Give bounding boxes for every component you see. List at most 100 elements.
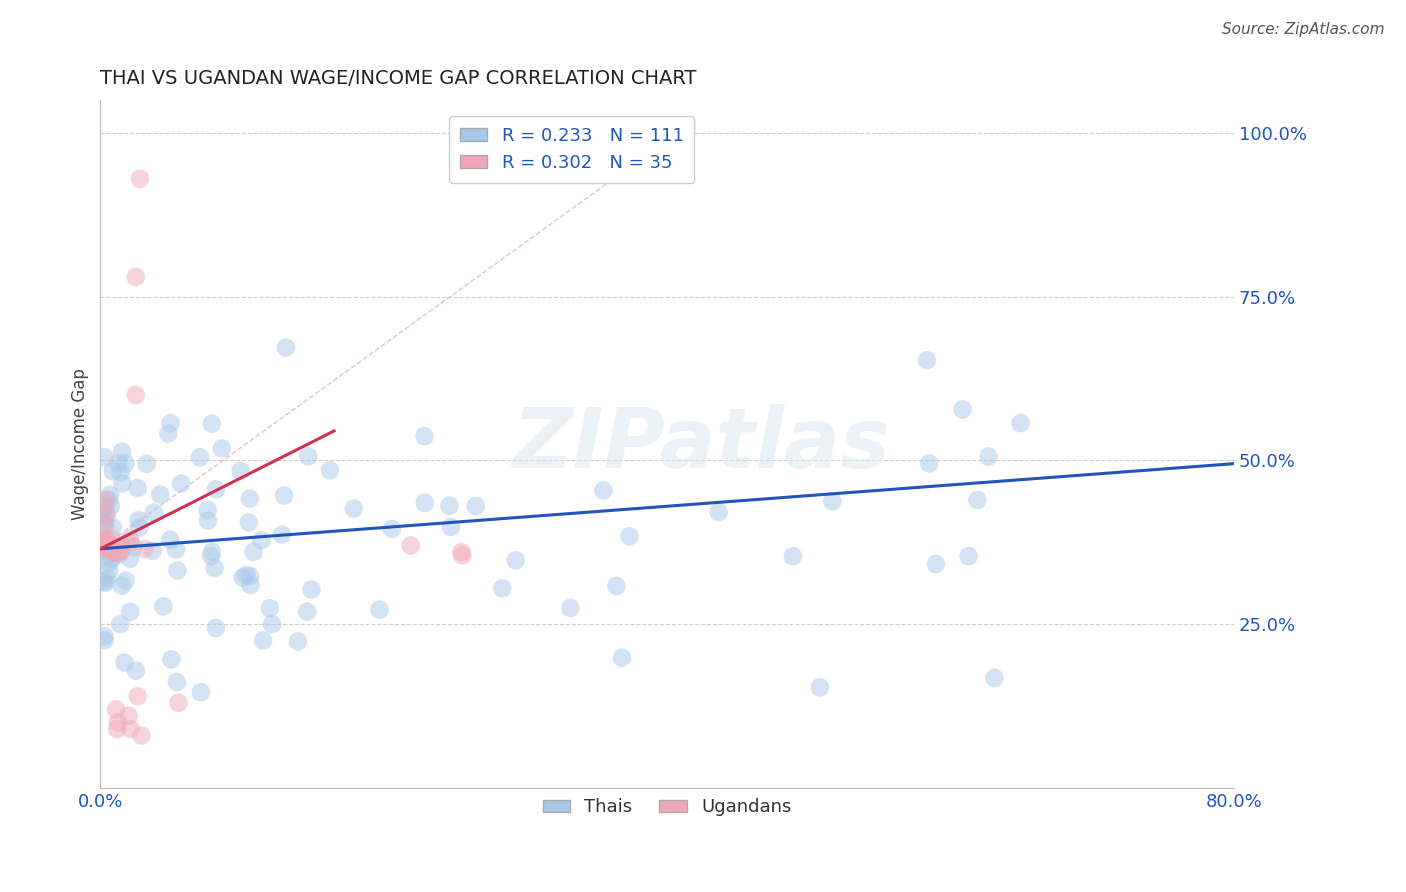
Text: Source: ZipAtlas.com: Source: ZipAtlas.com (1222, 22, 1385, 37)
Point (110, 539, 132, 553)
Point (105, 722, 128, 736)
Point (98, 488, 121, 502)
Point (201, 417, 224, 431)
Point (118, 551, 141, 566)
Point (96, 506, 118, 520)
Point (96, 572, 118, 586)
Point (160, 652, 183, 666)
Point (915, 353, 938, 368)
Point (114, 574, 136, 588)
Point (98, 556, 121, 570)
Point (159, 416, 181, 430)
Point (93, 541, 115, 556)
Point (260, 617, 283, 632)
Point (96, 539, 118, 553)
Legend: Thais, Ugandans: Thais, Ugandans (536, 791, 799, 823)
Point (103, 545, 125, 559)
Point (125, 388, 148, 402)
Point (128, 513, 150, 527)
Point (925, 557, 948, 571)
Point (93, 539, 115, 553)
Point (190, 685, 212, 699)
Point (93, 633, 115, 648)
Point (128, 520, 150, 534)
Point (101, 464, 124, 478)
Point (952, 402, 974, 417)
Point (122, 540, 145, 554)
Point (605, 579, 627, 593)
Point (107, 548, 129, 562)
Point (287, 634, 309, 648)
Point (107, 456, 129, 470)
Point (111, 579, 134, 593)
Point (96, 508, 118, 523)
Point (238, 516, 260, 530)
Point (110, 545, 132, 559)
Point (125, 664, 148, 678)
Point (131, 729, 153, 743)
Point (235, 568, 257, 582)
Point (98, 540, 121, 554)
Point (93, 516, 115, 531)
Point (439, 499, 461, 513)
Point (104, 702, 127, 716)
Point (239, 578, 262, 592)
Point (142, 506, 165, 520)
Point (201, 545, 224, 559)
Point (134, 541, 156, 556)
Point (96, 532, 118, 546)
Point (93, 539, 115, 553)
Point (142, 543, 165, 558)
Point (368, 603, 391, 617)
Point (450, 545, 472, 559)
Point (101, 545, 124, 559)
Point (592, 483, 614, 498)
Point (451, 549, 474, 563)
Point (413, 429, 436, 443)
Point (343, 501, 366, 516)
Point (301, 582, 323, 597)
Text: ZIPatlas: ZIPatlas (512, 403, 890, 484)
Point (93, 537, 115, 551)
Point (149, 487, 172, 501)
Text: THAI VS UGANDAN WAGE/INCOME GAP CORRELATION CHART: THAI VS UGANDAN WAGE/INCOME GAP CORRELAT… (100, 69, 697, 87)
Point (125, 270, 148, 285)
Point (381, 522, 404, 536)
Point (197, 514, 219, 528)
Point (166, 675, 188, 690)
Point (135, 457, 157, 471)
Point (707, 505, 730, 519)
Point (93, 630, 115, 644)
Point (120, 722, 142, 736)
Point (197, 503, 219, 517)
Point (821, 494, 844, 508)
Point (100, 552, 122, 566)
Point (205, 483, 228, 497)
Point (120, 605, 142, 619)
Point (232, 571, 254, 585)
Point (252, 633, 274, 648)
Point (120, 532, 142, 546)
Point (159, 533, 181, 547)
Point (273, 488, 295, 502)
Point (93, 513, 115, 527)
Point (97, 492, 120, 507)
Point (505, 553, 527, 567)
Point (127, 481, 149, 495)
Point (110, 465, 132, 479)
Point (93, 535, 115, 549)
Point (918, 456, 941, 470)
Point (297, 450, 319, 464)
Point (118, 535, 141, 549)
Point (464, 499, 486, 513)
Point (93, 519, 115, 533)
Point (101, 521, 124, 535)
Point (94, 492, 117, 507)
Point (114, 457, 136, 471)
Point (200, 549, 222, 564)
Point (211, 442, 233, 456)
Point (107, 715, 129, 730)
Point (157, 426, 180, 441)
Point (98, 564, 121, 578)
Point (96, 539, 118, 553)
